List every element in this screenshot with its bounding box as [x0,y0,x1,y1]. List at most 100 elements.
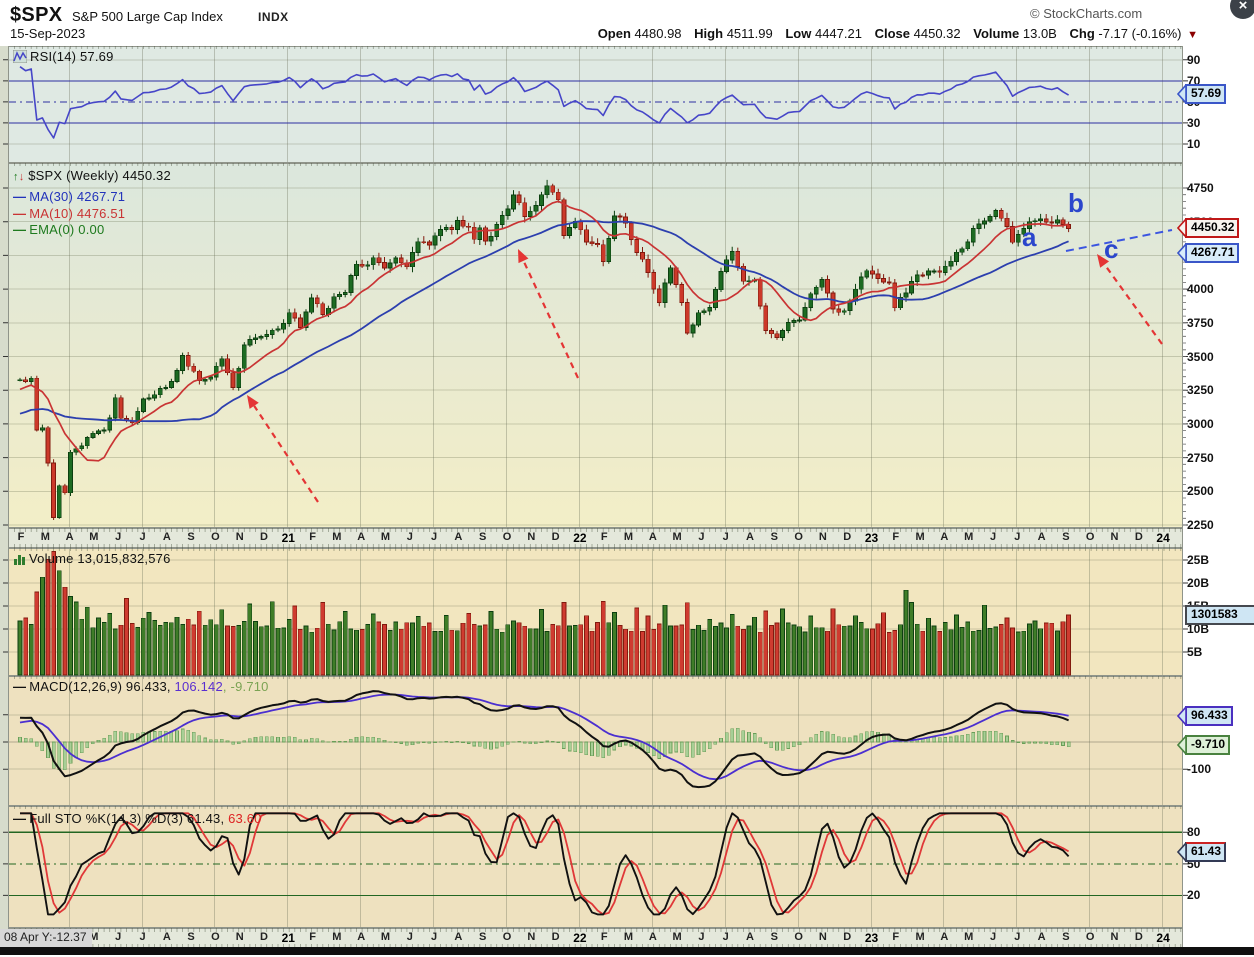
month-label: J [989,931,997,943]
month-label: F [309,931,316,943]
year-label: 21 [281,931,295,945]
volume-legend-text: Volume 13,015,832,576 [29,551,171,566]
month-label: M [380,531,391,543]
month-label: D [1134,931,1143,943]
axis-label-price: 2750 [1187,450,1214,465]
month-label: S [1062,931,1070,943]
symbol-name: S&P 500 Large Cap Index [72,9,223,24]
axis-label-volume: 20B [1187,576,1210,590]
month-label: O [211,931,220,943]
annotation-letter-b: b [1068,188,1084,218]
month-label: S [479,531,487,543]
price-legend-text: $SPX (Weekly) 4450.32 [28,168,171,183]
axis-label-rsi: 30 [1187,115,1201,130]
month-label: M [89,531,99,543]
axis-label-price: 4000 [1187,282,1214,297]
month-label: J [406,931,413,943]
month-axis-top: F M A M J J A S O N D 21 F M A M J J A S O N D 22 F M A M J J A S O N D 23 F… [8,528,1183,548]
year-label: 21 [281,531,295,545]
month-label: S [770,931,778,943]
year-label: 24 [1156,931,1170,945]
month-label: J [115,931,122,943]
crosshair-readout: 08 Apr Y:-12.37 [0,929,92,947]
sto-legend: — Full STO %K(14,3) %D(3) 61.43, 63.60 [13,811,262,826]
ma10-legend-text: MA(10) 4476.51 [29,206,126,221]
month-label: O [794,531,803,543]
macd-line-icon: — [13,679,27,694]
month-label: D [843,931,852,943]
month-label: J [431,531,438,543]
month-label: F [309,531,316,543]
month-label: F [600,531,608,543]
month-label: N [235,931,244,943]
month-label: M [915,531,925,543]
month-label: A [357,931,366,943]
volume-bars-icon [14,555,25,565]
month-label: M [672,531,682,543]
down-triangle-icon: ▼ [1187,29,1198,41]
month-label: A [454,931,463,943]
month-label: A [454,531,463,543]
month-label: D [260,931,268,943]
month-label: S [770,531,778,543]
month-label: S [187,531,195,543]
axis-label-volume: 5B [1187,645,1203,659]
rsi-panel [8,46,1183,163]
rsi-legend: RSI(14) 57.69 [12,49,114,64]
month-label: S [1062,531,1070,543]
month-label: O [502,931,512,943]
symbol-ticker: $SPX [10,4,63,26]
copyright-label: © StockCharts.com [1030,6,1143,21]
month-label: D [843,531,852,543]
month-label: A [1037,931,1046,943]
axis-label-price: 3000 [1187,416,1214,431]
month-label: A [940,531,949,543]
month-label: F [1177,931,1182,943]
chart-date: 15-Sep-2023 [10,26,86,41]
macd-legend-signal: 106.142 [174,679,223,694]
month-label: A [65,531,74,543]
month-label: J [1014,931,1021,943]
month-label: O [794,931,803,943]
month-label: A [1037,531,1046,543]
month-label: O [1085,531,1095,543]
month-label: D [260,531,268,543]
month-label: M [40,531,50,543]
updown-arrows-icon: ↑↓ [13,171,25,183]
month-label: O [1085,931,1095,943]
ema-legend: — EMA(0) 0.00 [13,222,104,237]
month-label: N [818,931,827,943]
ma30-legend: — MA(30) 4267.71 [13,189,125,204]
ma10-legend: — MA(10) 4476.51 [13,206,125,221]
month-label: M [964,931,974,943]
month-label: N [527,531,536,543]
month-label: N [235,531,244,543]
month-label: A [746,931,754,943]
month-axis-bottom: F M A M J J A S O N D 21 F M A M J J A S O N D 22 F M A M J J A S O N D 23 F… [8,928,1183,948]
macd-panel [8,676,1183,806]
year-label: 23 [864,531,879,545]
axis-value-tag: 96.433 [1177,705,1233,726]
axis-label-price: 3750 [1187,315,1214,330]
high-value: 4511.99 [726,26,773,41]
quote-row: Open 4480.98 High 4511.99 Low 4447.21 Cl… [589,26,1198,41]
axis-label-volume: 25B [1187,553,1210,567]
month-label: J [1014,531,1021,543]
close-label: Close [874,26,910,41]
macd-legend: — MACD(12,26,9) 96.433, 106.142, -9.710 [13,679,269,694]
ema-line-icon: — [13,222,27,237]
sto-line-icon: — [13,811,27,826]
axis-label-macd: -100 [1187,762,1212,777]
month-label: A [648,531,657,543]
month-label: A [940,931,949,943]
month-label: M [332,531,342,543]
macd-legend-base: MACD(12,26,9) 96.433, [29,679,175,694]
annotation-letter-c: c [1104,234,1119,264]
axis-label-price: 2500 [1187,484,1214,499]
month-label: J [406,531,413,543]
month-label: A [162,931,171,943]
close-icon[interactable]: × [1230,0,1254,19]
axis-label-price: 4750 [1187,181,1214,195]
axis-value-tag: 4450.32 [1177,218,1240,239]
